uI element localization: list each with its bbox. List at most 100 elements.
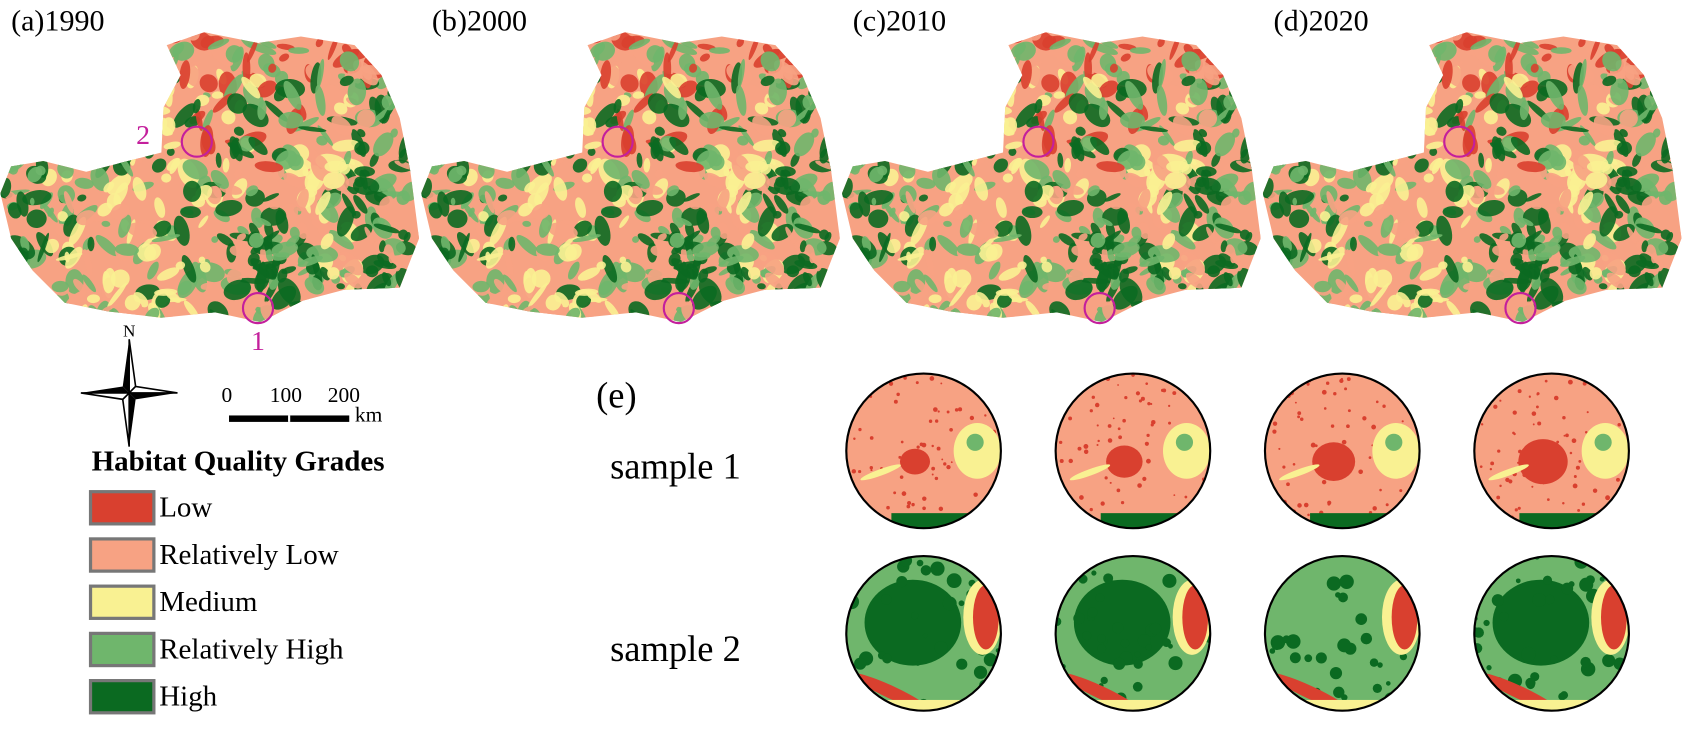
sample-speck [1369,658,1379,667]
sample-speck [1474,627,1481,637]
sample-speck [984,414,987,417]
sample-speck [1347,409,1351,413]
sample-speck [1385,681,1391,686]
sample-speck [880,594,892,605]
sample-speck [1326,576,1342,591]
sample-patch [1391,585,1418,650]
sample-speck [1602,654,1616,668]
sample-speck [1382,404,1386,408]
sample-speck [1499,484,1502,488]
sample-patch [1518,439,1568,485]
sample-speck [1306,382,1310,386]
sample-speck [1532,423,1535,426]
sample-speck [1299,524,1303,529]
sample-outline [1473,555,1630,712]
sample-speck [969,415,975,421]
panels: (a)1990 (b)2000 (c)2010 (d)2020 [0,0,1684,344]
sample-speck [1268,511,1273,516]
sample-speck [1162,388,1167,393]
map [0,0,438,344]
sample-speck [1358,469,1363,475]
sample-speck [1597,517,1602,523]
sample-patch [1279,464,1320,481]
sample-fill [1264,556,1420,711]
sample-speck [852,511,856,514]
sample-speck [896,575,908,588]
sample-speck [893,491,897,495]
sample-patch [972,585,999,650]
sample-speck [1575,465,1580,470]
sample-speck [1505,520,1509,524]
sample-speck [870,469,873,472]
sample-speck [1487,559,1493,565]
sample-speck [1269,648,1276,654]
legend-swatch [88,679,156,715]
inset-label: (e) [596,375,637,416]
sample-speck [1339,574,1354,589]
sample-speck [930,561,945,576]
sample-fill [1055,556,1211,711]
sample-speck [1483,619,1490,627]
sample-speck [973,492,978,497]
sample-speck [1360,632,1373,645]
sample-speck [1087,607,1098,618]
sample-speck [1550,655,1559,664]
sample-speck [1168,656,1183,671]
legend-swatch [88,631,156,668]
sample-speck [1569,451,1573,455]
sample-speck [1097,644,1107,654]
sample-speck [1340,377,1344,381]
sample-speck [1586,411,1589,414]
sample-patch [953,422,1001,479]
sample-speck [1292,462,1296,466]
sample-speck [1535,405,1539,409]
sample-speck [1485,393,1489,397]
sample-speck [1197,388,1199,390]
sample-speck [1082,631,1092,641]
sample-speck [1079,495,1084,500]
sample-speck [1094,402,1100,408]
sample-speck [1109,481,1112,484]
sample-speck [1399,489,1403,493]
sample-speck [1162,573,1177,588]
sample-speck [1310,442,1316,448]
sample-speck [1089,409,1093,413]
sample-speck [941,458,944,461]
sample-speck [869,436,874,440]
sample-speck [1264,572,1273,581]
sample-speck [916,559,924,567]
sample-speck [1517,389,1522,394]
sample-speck [1091,395,1095,399]
sample-speck [1199,494,1204,499]
sample-speck [934,476,939,481]
sample-patch [1581,422,1629,479]
sample-speck [1286,482,1290,487]
sample-marker [180,125,213,158]
sample-speck [1321,479,1327,485]
sample-circle [1473,372,1630,530]
sample-speck [901,491,907,496]
sample-speck [1055,516,1061,521]
sample-speck [869,466,873,470]
sample-speck [1580,656,1591,668]
sample-patch [1492,579,1590,666]
sample-speck [1077,446,1082,451]
sample-speck [922,633,928,639]
sample-speck [1068,458,1073,464]
sample-speck [1124,396,1128,400]
sample-speck [1608,687,1615,694]
sample-speck [1479,465,1483,469]
sample-speck [915,661,921,666]
sample-circle [1473,555,1630,712]
samples [845,372,1630,712]
sample-speck [1542,575,1553,585]
sample-speck [1341,439,1347,445]
sample-speck [1379,488,1382,492]
sample-speck [1330,424,1335,428]
sample-speck [1415,492,1419,496]
sample-speck [1408,507,1413,512]
sample-speck [1083,443,1089,449]
sample-patch [1594,433,1612,451]
sample-speck [1493,404,1498,409]
